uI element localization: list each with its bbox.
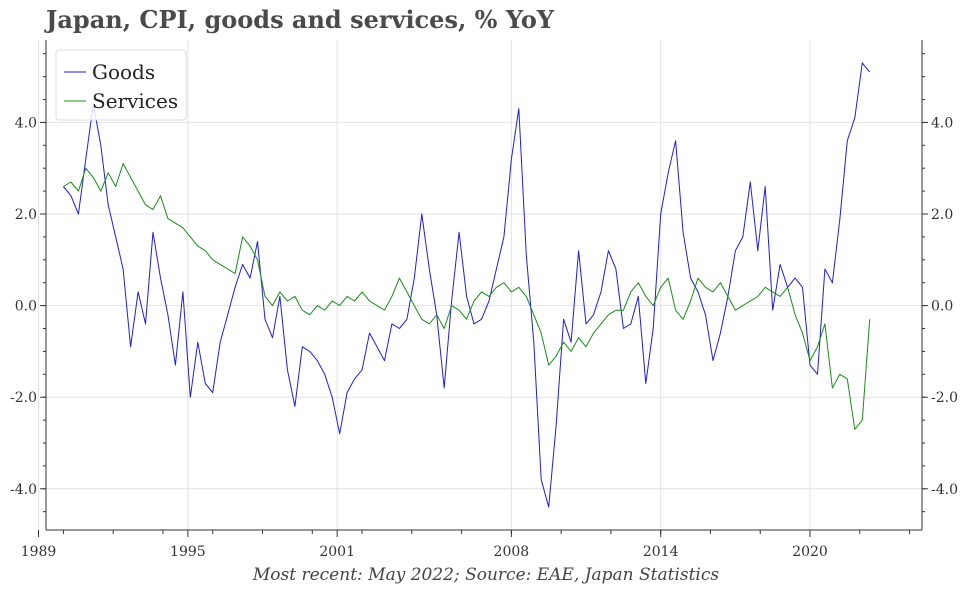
- y-tick-label-left: 2.0: [15, 207, 37, 223]
- tick-labels: -4.0 -4.0 -2.0 -2.0 0.0 0.0 2.0 2.0 4.0 4.0 1989 19…: [10, 115, 958, 560]
- chart-title: Japan, CPI, goods and services, % YoY: [46, 5, 555, 34]
- x-tick-label: 2020: [792, 544, 828, 560]
- y-tick-label-right: -4.0: [931, 482, 958, 498]
- x-tick-label: 2014: [643, 544, 679, 560]
- legend-label-services: Services: [92, 89, 178, 113]
- gridlines: [38, 40, 922, 530]
- legend: Goods Services: [55, 49, 187, 121]
- legend-box: [55, 49, 187, 121]
- y-tick-label-right: 2.0: [931, 207, 953, 223]
- y-tick-label-right: 4.0: [931, 115, 953, 131]
- x-tick-label: 1995: [170, 544, 206, 560]
- y-tick-label-right: 0.0: [931, 299, 953, 315]
- axes: [38, 40, 928, 537]
- y-tick-label-left: 4.0: [15, 115, 37, 131]
- series-line-services: [63, 163, 871, 430]
- legend-label-goods: Goods: [92, 60, 155, 84]
- series-lines: [63, 62, 871, 508]
- y-tick-label-right: -2.0: [931, 390, 958, 406]
- y-tick-label-left: -4.0: [10, 482, 37, 498]
- x-tick-label: 1989: [21, 544, 57, 560]
- y-tick-label-left: -2.0: [10, 390, 37, 406]
- x-tick-label: 2008: [494, 544, 530, 560]
- source-note: Most recent: May 2022; Source: EAE, Japa…: [252, 565, 720, 585]
- y-tick-label-left: 0.0: [15, 299, 37, 315]
- series-line-goods: [63, 62, 871, 508]
- x-tick-label: 2001: [319, 544, 355, 560]
